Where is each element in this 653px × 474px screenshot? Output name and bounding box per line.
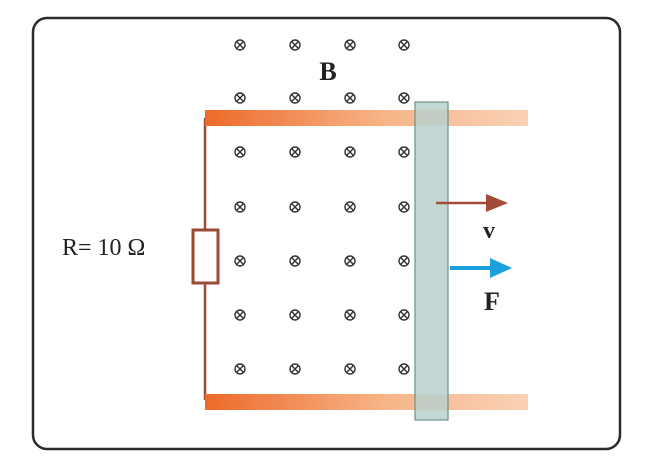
force-arrow <box>450 258 512 278</box>
field-into-page-icon <box>234 146 246 158</box>
field-into-page-icon <box>234 39 246 51</box>
field-into-page-icon <box>344 146 356 158</box>
field-into-page-icon <box>289 363 301 375</box>
field-label: B <box>319 57 336 86</box>
field-into-page-icon <box>289 255 301 267</box>
field-into-page-icon <box>398 363 410 375</box>
field-into-page-icon <box>234 201 246 213</box>
top-rail <box>205 110 528 126</box>
bottom-rail <box>205 394 528 410</box>
field-into-page-icon <box>398 255 410 267</box>
field-into-page-icon <box>234 363 246 375</box>
field-into-page-icon <box>344 39 356 51</box>
magnetic-field-symbols <box>234 39 410 375</box>
resistor <box>191 228 220 285</box>
field-into-page-icon <box>398 309 410 321</box>
velocity-arrow <box>436 194 508 212</box>
field-into-page-icon <box>289 39 301 51</box>
field-into-page-icon <box>344 363 356 375</box>
field-into-page-icon <box>398 92 410 104</box>
field-into-page-icon <box>398 146 410 158</box>
field-into-page-icon <box>344 255 356 267</box>
field-into-page-icon <box>234 255 246 267</box>
field-into-page-icon <box>289 92 301 104</box>
field-into-page-icon <box>344 309 356 321</box>
field-into-page-icon <box>234 309 246 321</box>
force-label: F <box>484 287 500 316</box>
field-into-page-icon <box>289 201 301 213</box>
field-into-page-icon <box>289 146 301 158</box>
resistor-label: R= 10 Ω <box>62 235 145 261</box>
field-into-page-icon <box>289 309 301 321</box>
velocity-label: v <box>483 218 495 244</box>
sliding-bar <box>414 101 449 421</box>
field-into-page-icon <box>398 201 410 213</box>
field-into-page-icon <box>344 201 356 213</box>
field-into-page-icon <box>234 92 246 104</box>
field-into-page-icon <box>344 92 356 104</box>
field-into-page-icon <box>398 39 410 51</box>
